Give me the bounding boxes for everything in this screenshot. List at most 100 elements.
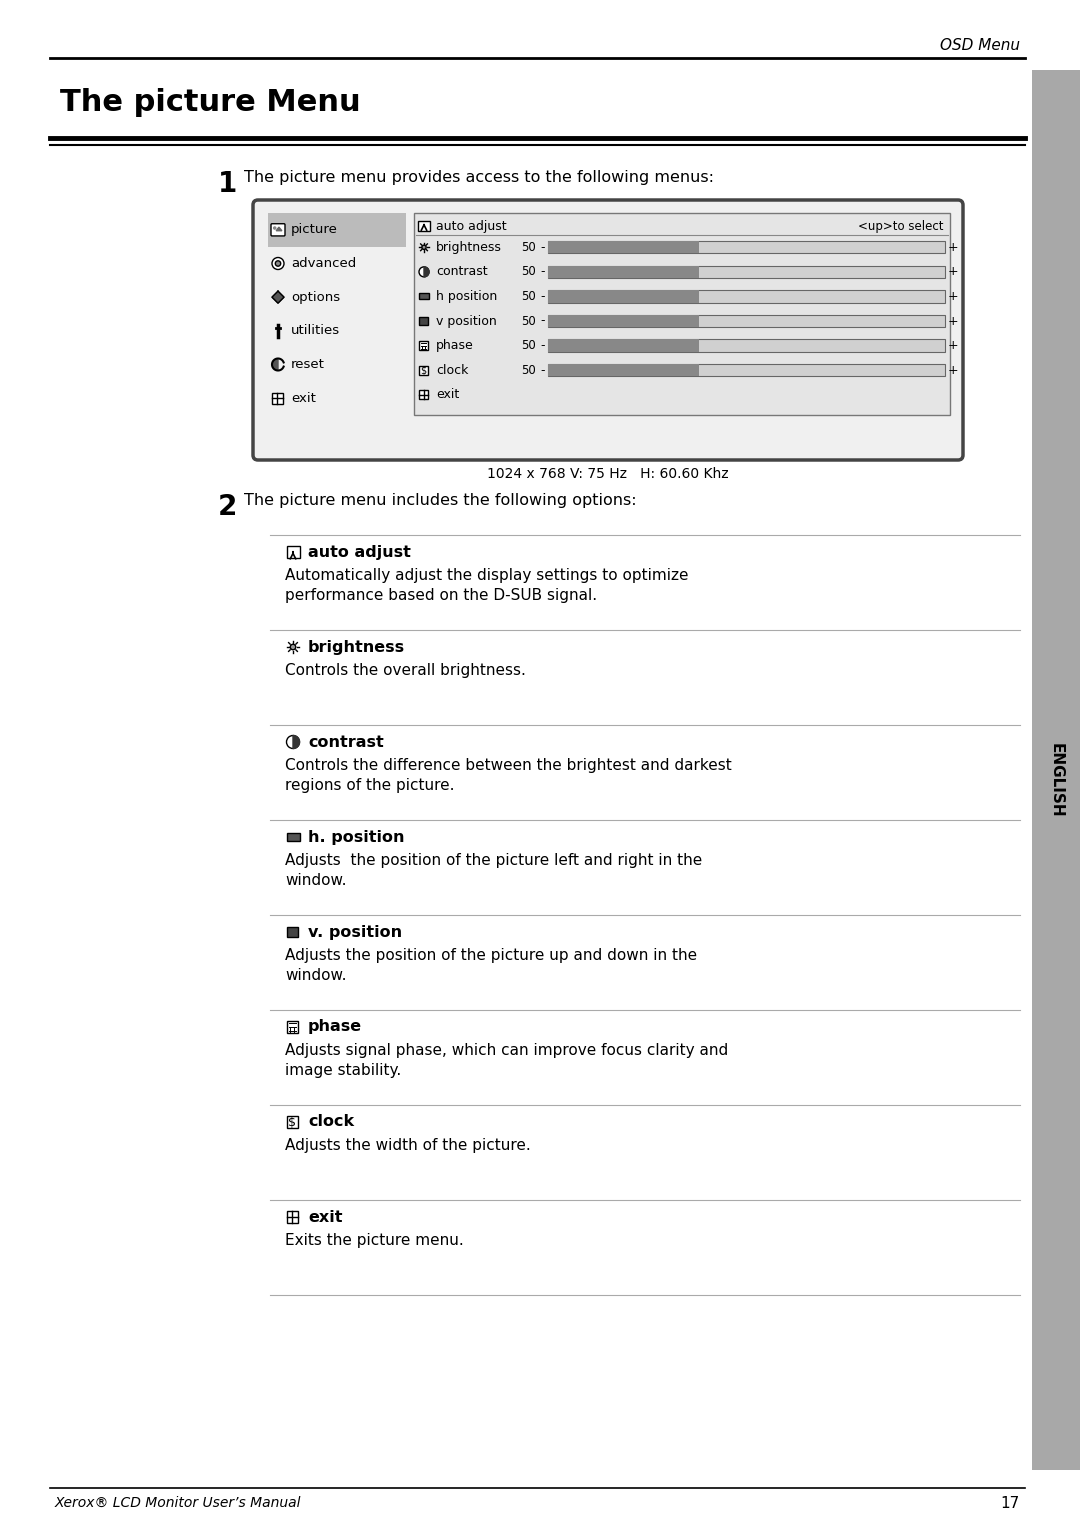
Bar xyxy=(548,316,945,328)
Circle shape xyxy=(275,260,281,267)
Text: v position: v position xyxy=(436,314,497,328)
Text: utilities: utilities xyxy=(291,325,340,337)
Text: auto adjust: auto adjust xyxy=(436,219,507,233)
Text: Controls the difference between the brightest and darkest
regions of the picture: Controls the difference between the brig… xyxy=(285,758,732,792)
Bar xyxy=(1032,70,1080,1471)
Text: 50: 50 xyxy=(522,339,536,352)
Bar xyxy=(286,1212,298,1223)
Text: reset: reset xyxy=(291,358,325,371)
Text: options: options xyxy=(291,291,340,303)
Bar xyxy=(419,317,428,325)
Text: 17: 17 xyxy=(1001,1497,1020,1511)
Circle shape xyxy=(286,735,299,749)
Bar xyxy=(268,213,406,247)
Bar xyxy=(286,1117,298,1128)
Text: 1024 x 768 V: 75 Hz   H: 60.60 Khz: 1024 x 768 V: 75 Hz H: 60.60 Khz xyxy=(487,467,729,481)
Text: 50: 50 xyxy=(522,265,536,279)
Text: brightness: brightness xyxy=(308,639,405,654)
Text: <up>to select: <up>to select xyxy=(858,219,943,233)
Text: 50: 50 xyxy=(522,314,536,328)
Text: Controls the overall brightness.: Controls the overall brightness. xyxy=(285,663,526,679)
Text: $: $ xyxy=(420,366,427,375)
Text: +: + xyxy=(948,339,959,352)
Text: $: $ xyxy=(288,1115,296,1129)
Text: Exits the picture menu.: Exits the picture menu. xyxy=(285,1233,463,1249)
FancyBboxPatch shape xyxy=(253,201,963,460)
Text: advanced: advanced xyxy=(291,257,356,270)
Text: brightness: brightness xyxy=(436,241,502,254)
Polygon shape xyxy=(273,360,278,369)
Text: phase: phase xyxy=(436,339,474,352)
Bar xyxy=(286,1022,298,1033)
Polygon shape xyxy=(272,291,284,303)
Text: 2: 2 xyxy=(218,493,238,521)
FancyBboxPatch shape xyxy=(271,224,285,236)
Text: contrast: contrast xyxy=(436,265,488,279)
Bar xyxy=(419,366,428,375)
Bar xyxy=(548,290,945,303)
Bar xyxy=(548,340,945,352)
Bar xyxy=(548,365,945,377)
Text: -: - xyxy=(540,290,544,303)
Text: +: + xyxy=(948,314,959,328)
Text: -: - xyxy=(540,241,544,254)
Text: Adjusts  the position of the picture left and right in the
window.: Adjusts the position of the picture left… xyxy=(285,853,702,889)
Text: Adjusts the width of the picture.: Adjusts the width of the picture. xyxy=(285,1138,530,1154)
Bar xyxy=(414,213,950,415)
Text: v. position: v. position xyxy=(308,924,402,939)
Circle shape xyxy=(291,645,296,650)
Text: +: + xyxy=(948,241,959,254)
Bar xyxy=(272,392,283,403)
Text: h position: h position xyxy=(436,290,497,303)
Text: clock: clock xyxy=(308,1114,354,1129)
Circle shape xyxy=(419,267,429,277)
Circle shape xyxy=(273,227,275,230)
Bar xyxy=(548,290,699,303)
Polygon shape xyxy=(276,227,282,231)
Circle shape xyxy=(272,257,284,270)
Bar xyxy=(286,833,299,841)
Bar xyxy=(419,342,428,351)
Text: Automatically adjust the display settings to optimize
performance based on the D: Automatically adjust the display setting… xyxy=(285,568,689,602)
Text: -: - xyxy=(540,265,544,279)
Text: OSD Menu: OSD Menu xyxy=(940,38,1020,54)
Bar xyxy=(548,241,945,253)
Bar xyxy=(419,391,428,400)
Bar xyxy=(548,265,699,277)
Text: -: - xyxy=(540,363,544,377)
Text: 50: 50 xyxy=(522,290,536,303)
Text: 50: 50 xyxy=(522,363,536,377)
Text: +: + xyxy=(948,290,959,303)
Text: 50: 50 xyxy=(522,241,536,254)
Text: exit: exit xyxy=(308,1209,342,1224)
Bar xyxy=(548,241,699,253)
Bar xyxy=(419,294,429,299)
Text: 1: 1 xyxy=(218,170,238,198)
Text: +: + xyxy=(948,265,959,279)
Polygon shape xyxy=(424,267,429,277)
Text: contrast: contrast xyxy=(308,734,383,749)
Polygon shape xyxy=(293,735,299,749)
Text: The picture menu includes the following options:: The picture menu includes the following … xyxy=(244,493,636,509)
Bar xyxy=(548,340,699,352)
Circle shape xyxy=(422,245,427,250)
Text: auto adjust: auto adjust xyxy=(308,544,410,559)
Text: -: - xyxy=(540,339,544,352)
Bar xyxy=(548,316,699,328)
Text: Xerox® LCD Monitor User’s Manual: Xerox® LCD Monitor User’s Manual xyxy=(55,1497,301,1511)
Text: +: + xyxy=(948,363,959,377)
Bar xyxy=(548,365,699,377)
Text: phase: phase xyxy=(308,1019,362,1034)
Bar xyxy=(286,927,298,936)
Text: h. position: h. position xyxy=(308,829,405,844)
Text: Adjusts signal phase, which can improve focus clarity and
image stability.: Adjusts signal phase, which can improve … xyxy=(285,1043,728,1079)
Bar xyxy=(418,221,430,231)
Text: The picture Menu: The picture Menu xyxy=(60,87,361,116)
Bar xyxy=(548,265,945,277)
Text: exit: exit xyxy=(291,392,315,404)
Text: Adjusts the position of the picture up and down in the
window.: Adjusts the position of the picture up a… xyxy=(285,948,697,984)
Text: ENGLISH: ENGLISH xyxy=(1049,743,1064,817)
Text: picture: picture xyxy=(291,224,338,236)
Text: clock: clock xyxy=(436,363,469,377)
Text: The picture menu provides access to the following menus:: The picture menu provides access to the … xyxy=(244,170,714,185)
